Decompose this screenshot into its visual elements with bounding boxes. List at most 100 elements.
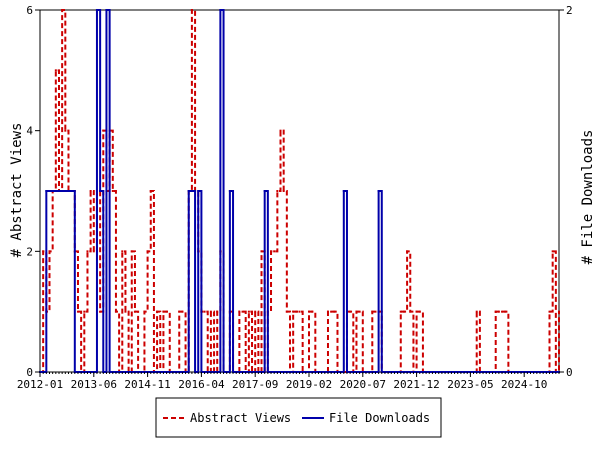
data-point-abstract-views — [54, 69, 57, 72]
data-point-file-downloads — [190, 190, 193, 192]
x-tick-label: 2012-01 — [17, 378, 63, 391]
data-point-abstract-views — [355, 310, 358, 313]
data-point-abstract-views — [209, 310, 212, 313]
data-point-file-downloads — [61, 190, 64, 192]
plot-area — [39, 9, 560, 373]
data-point-abstract-views — [285, 310, 288, 313]
data-point-abstract-views — [133, 310, 136, 313]
data-point-abstract-views — [282, 190, 285, 192]
data-point-abstract-views — [149, 190, 152, 192]
data-point-file-downloads — [48, 190, 51, 192]
y-axis-left-title: # Abstract Views — [9, 123, 25, 258]
y-left-tick-label: 2 — [26, 245, 33, 258]
data-point-file-downloads — [95, 9, 98, 11]
data-point-abstract-views — [162, 310, 165, 313]
x-tick-label: 2013-06 — [71, 378, 117, 391]
data-point-abstract-views — [273, 250, 276, 253]
data-point-abstract-views — [99, 310, 102, 313]
data-point-abstract-views — [190, 9, 193, 11]
series-line-abstract-views — [40, 9, 560, 373]
data-point-abstract-views — [279, 129, 282, 132]
data-point-file-downloads — [197, 190, 200, 192]
data-point-abstract-views — [298, 310, 301, 313]
data-point-file-downloads — [67, 190, 70, 192]
data-point-abstract-views — [48, 250, 51, 253]
x-tick-label: 2024-10 — [501, 378, 547, 391]
data-point-abstract-views — [270, 250, 273, 253]
data-point-abstract-views — [260, 250, 263, 253]
data-point-abstract-views — [247, 310, 250, 313]
data-point-file-downloads — [54, 190, 57, 192]
y-axis-right-title: # File Downloads — [580, 130, 596, 265]
data-point-abstract-views — [76, 310, 79, 313]
data-point-abstract-views — [475, 310, 478, 313]
data-point-abstract-views — [216, 310, 219, 313]
data-point-abstract-views — [143, 310, 146, 313]
data-point-abstract-views — [178, 310, 181, 313]
x-tick-label: 2020-07 — [340, 378, 386, 391]
x-tick-label: 2016-04 — [178, 378, 225, 391]
data-point-abstract-views — [292, 310, 295, 313]
data-point-abstract-views — [114, 310, 117, 313]
y-axis-right: 02 — [559, 4, 573, 379]
data-point-abstract-views — [551, 250, 554, 253]
data-point-abstract-views — [276, 190, 279, 192]
data-point-abstract-views — [61, 9, 64, 11]
data-point-abstract-views — [124, 310, 127, 313]
data-point-abstract-views — [409, 310, 412, 313]
legend-label-abstract-views: Abstract Views — [190, 411, 291, 425]
data-point-abstract-views — [399, 310, 402, 313]
y-axis-left: 0 2 4 6 — [26, 4, 40, 379]
data-point-abstract-views — [558, 310, 560, 313]
data-point-file-downloads — [219, 9, 222, 11]
data-point-file-downloads — [64, 190, 67, 192]
data-point-abstract-views — [307, 310, 310, 313]
data-point-file-downloads — [342, 190, 345, 192]
data-point-abstract-views — [130, 250, 133, 253]
x-tick-label: 2017-09 — [232, 378, 278, 391]
data-point-abstract-views — [333, 310, 336, 313]
x-tick-label: 2019-02 — [286, 378, 332, 391]
data-point-abstract-views — [83, 310, 86, 313]
data-point-abstract-views — [238, 310, 241, 313]
data-point-abstract-views — [415, 310, 418, 313]
data-point-abstract-views — [374, 310, 377, 313]
data-point-file-downloads — [70, 190, 73, 192]
data-point-file-downloads — [187, 190, 190, 192]
data-point-abstract-views — [497, 310, 500, 313]
x-tick-label: 2014-11 — [124, 378, 170, 391]
legend: Abstract Views File Downloads — [155, 397, 442, 438]
data-point-file-downloads — [263, 190, 266, 192]
x-axis: 2012-01 2013-06 2014-11 2016-04 2017-09 2019-… — [17, 372, 560, 391]
y-left-tick-label: 6 — [26, 4, 33, 17]
data-point-abstract-views — [181, 310, 184, 313]
data-point-abstract-views — [121, 250, 124, 253]
data-point-abstract-views — [111, 190, 114, 192]
data-point-abstract-views — [203, 310, 206, 313]
plot-frame — [39, 9, 560, 373]
data-point-abstract-views — [86, 250, 89, 253]
data-point-abstract-views — [42, 250, 45, 253]
data-point-abstract-views — [406, 250, 409, 253]
data-point-file-downloads — [377, 190, 380, 192]
y-left-tick-label: 4 — [26, 125, 33, 138]
legend-label-file-downloads: File Downloads — [329, 411, 430, 425]
data-point-abstract-views — [371, 310, 374, 313]
data-point-abstract-views — [146, 250, 149, 253]
y-left-tick-label: 0 — [26, 366, 33, 379]
x-tick-label: 2023-05 — [447, 378, 493, 391]
data-point-abstract-views — [311, 310, 314, 313]
data-point-file-downloads — [51, 190, 54, 192]
data-point-abstract-views — [326, 310, 329, 313]
series-line-file-downloads — [40, 9, 559, 373]
data-point-file-downloads — [45, 190, 48, 192]
data-point-abstract-views — [494, 310, 497, 313]
data-point-abstract-views — [504, 310, 507, 313]
data-point-abstract-views — [102, 129, 105, 132]
x-tick-label: 2021-12 — [393, 378, 439, 391]
y-right-tick-label: 2 — [566, 4, 573, 17]
y-right-tick-label: 0 — [566, 366, 573, 379]
data-point-abstract-views — [165, 310, 168, 313]
data-point-abstract-views — [358, 310, 361, 313]
